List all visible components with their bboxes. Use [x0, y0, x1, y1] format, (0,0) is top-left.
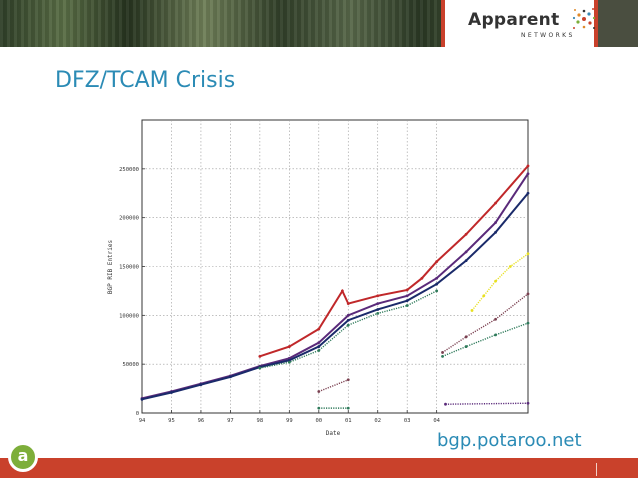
x-axis-label: Date [326, 430, 341, 437]
data-point [140, 397, 144, 401]
data-point [420, 276, 424, 280]
data-point [376, 294, 380, 298]
logo-subtitle: NETWORKS [521, 32, 575, 39]
data-point [346, 313, 350, 317]
y-tick-label: 0 [136, 411, 139, 417]
data-point [464, 259, 468, 263]
data-point [526, 191, 530, 195]
data-point [526, 321, 530, 325]
x-tick-label: 02 [374, 418, 381, 424]
brand-circle-icon: a [8, 442, 38, 472]
data-point [405, 299, 409, 303]
slide-title: DFZ/TCAM Crisis [55, 68, 236, 93]
data-point [526, 172, 530, 176]
data-point [464, 335, 468, 339]
data-point [287, 345, 291, 348]
data-point [287, 358, 291, 362]
company-logo: Apparent NETWORKS [441, 0, 598, 47]
x-tick-label: 01 [345, 418, 352, 424]
x-tick-label: 00 [315, 418, 322, 424]
data-point [346, 302, 350, 306]
bgp-chart: 0 50000 100000 150000 200000 250000 94 95 96 97 98… [106, 117, 531, 452]
data-point [287, 360, 291, 364]
data-point [482, 294, 486, 298]
data-point [346, 323, 350, 327]
data-point [494, 201, 497, 205]
y-tick-label: 250000 [119, 167, 139, 173]
data-point [340, 289, 344, 293]
x-tick-label: 98 [257, 418, 264, 424]
data-point [494, 230, 497, 234]
data-point [464, 250, 468, 254]
footer-divider [596, 463, 597, 476]
data-point [441, 354, 444, 358]
x-tick-label: 04 [433, 418, 440, 424]
data-point [317, 349, 321, 352]
series-line [141, 192, 529, 401]
chart-svg: 0 50000 100000 150000 200000 250000 94 95 96 97 98… [107, 119, 530, 437]
logo-wordmark: Apparent [468, 10, 560, 30]
series-line [442, 322, 529, 358]
data-point [435, 276, 439, 280]
data-point [376, 302, 380, 306]
data-point [435, 260, 439, 264]
data-point [346, 318, 350, 322]
data-point [376, 308, 380, 311]
x-tick-label: 95 [168, 418, 175, 424]
x-tick-label: 94 [139, 418, 146, 424]
data-point [317, 345, 321, 348]
data-point [494, 333, 497, 337]
data-point [317, 406, 321, 410]
y-tick-label: 150000 [119, 265, 139, 271]
data-point [494, 221, 497, 224]
data-point [228, 375, 232, 379]
data-point [258, 354, 262, 358]
data-point [346, 378, 350, 382]
data-point [435, 289, 439, 293]
series-line [318, 379, 349, 393]
footer-bar [0, 458, 638, 478]
data-point [405, 304, 409, 307]
x-tick-label: 99 [286, 418, 293, 424]
data-point [441, 351, 444, 354]
data-point [464, 345, 468, 348]
data-point [526, 292, 530, 296]
data-point [376, 311, 380, 315]
data-point [494, 317, 497, 321]
data-point [444, 402, 447, 406]
x-tick-label: 03 [404, 418, 411, 424]
y-tick-label: 50000 [122, 362, 139, 368]
data-point [317, 327, 321, 331]
data-point [464, 232, 468, 236]
data-point [526, 401, 530, 405]
x-tick-label: 96 [198, 418, 205, 424]
data-point [170, 391, 173, 394]
y-tick-label: 200000 [119, 216, 139, 222]
y-tick-label: 100000 [119, 313, 139, 319]
y-axis-label: BGP RIB Entries [107, 240, 114, 295]
series-line [471, 253, 529, 311]
logo-dots-icon [572, 8, 596, 29]
data-point [258, 366, 262, 370]
data-point [405, 294, 409, 298]
data-point [470, 309, 474, 312]
source-url: bgp.potaroo.net [437, 430, 582, 451]
data-point [494, 279, 497, 283]
x-tick-label: 97 [227, 418, 234, 424]
data-point [317, 341, 321, 345]
data-point [405, 288, 409, 292]
data-point [508, 265, 512, 268]
data-point [526, 164, 530, 168]
series-line [259, 165, 529, 358]
series-line [445, 402, 529, 405]
data-point [435, 282, 439, 286]
banner-edge [598, 0, 638, 47]
data-point [199, 383, 203, 387]
data-point [526, 252, 530, 256]
data-point [317, 390, 321, 393]
data-point [346, 406, 350, 410]
